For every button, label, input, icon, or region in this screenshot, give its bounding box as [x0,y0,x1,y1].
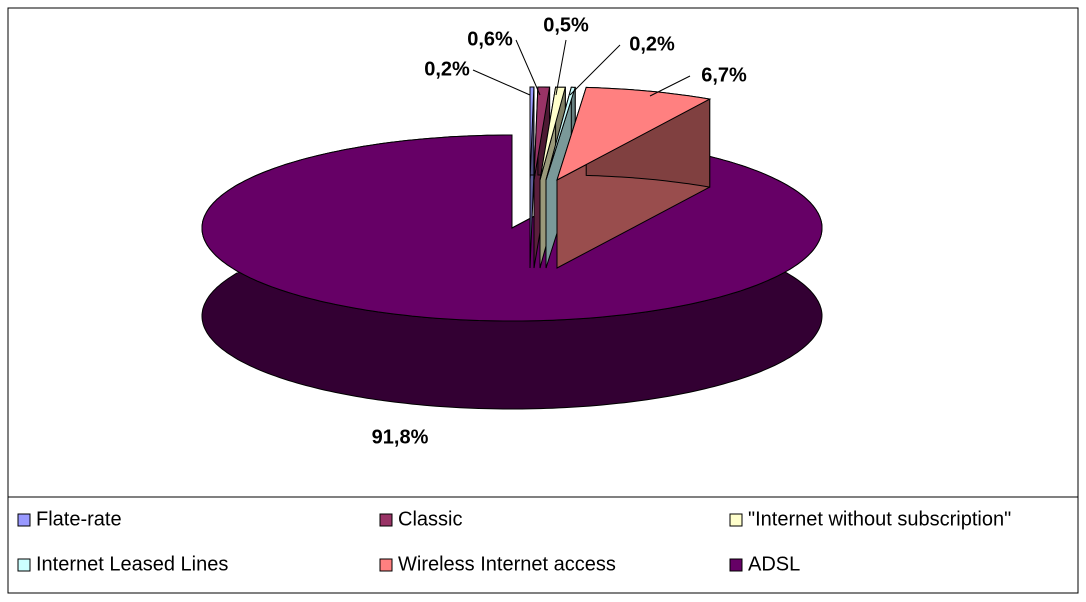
slice [533,86,551,181]
leader-line [569,44,621,96]
data-label: 91,8% [372,426,429,448]
legend-swatch [729,558,743,572]
leader-line [649,75,691,97]
data-label: 0,2% [629,33,675,55]
legend-swatch [17,513,31,527]
legend-label: ADSL [748,553,800,575]
data-label: 0,2% [424,58,470,80]
slice [529,86,535,181]
legend-label: Wireless Internet access [398,553,616,575]
slice [545,86,576,181]
slice [539,86,566,181]
data-label: 6,7% [701,64,747,86]
legend-label: Flate-rate [36,508,122,530]
slice [201,134,823,322]
legend-label: Classic [398,508,462,530]
legend-label: "Internet without subscription" [748,508,1011,530]
legend-swatch [729,513,743,527]
legend-swatch [379,513,393,527]
legend-swatch [379,558,393,572]
data-label: 0,6% [467,28,513,50]
legend-label: Internet Leased Lines [36,553,228,575]
leader-line [472,69,531,96]
legend-swatch [17,558,31,572]
leader-line [555,39,567,96]
leader-line [515,39,541,96]
data-label: 0,5% [543,14,589,36]
slice [556,86,712,182]
